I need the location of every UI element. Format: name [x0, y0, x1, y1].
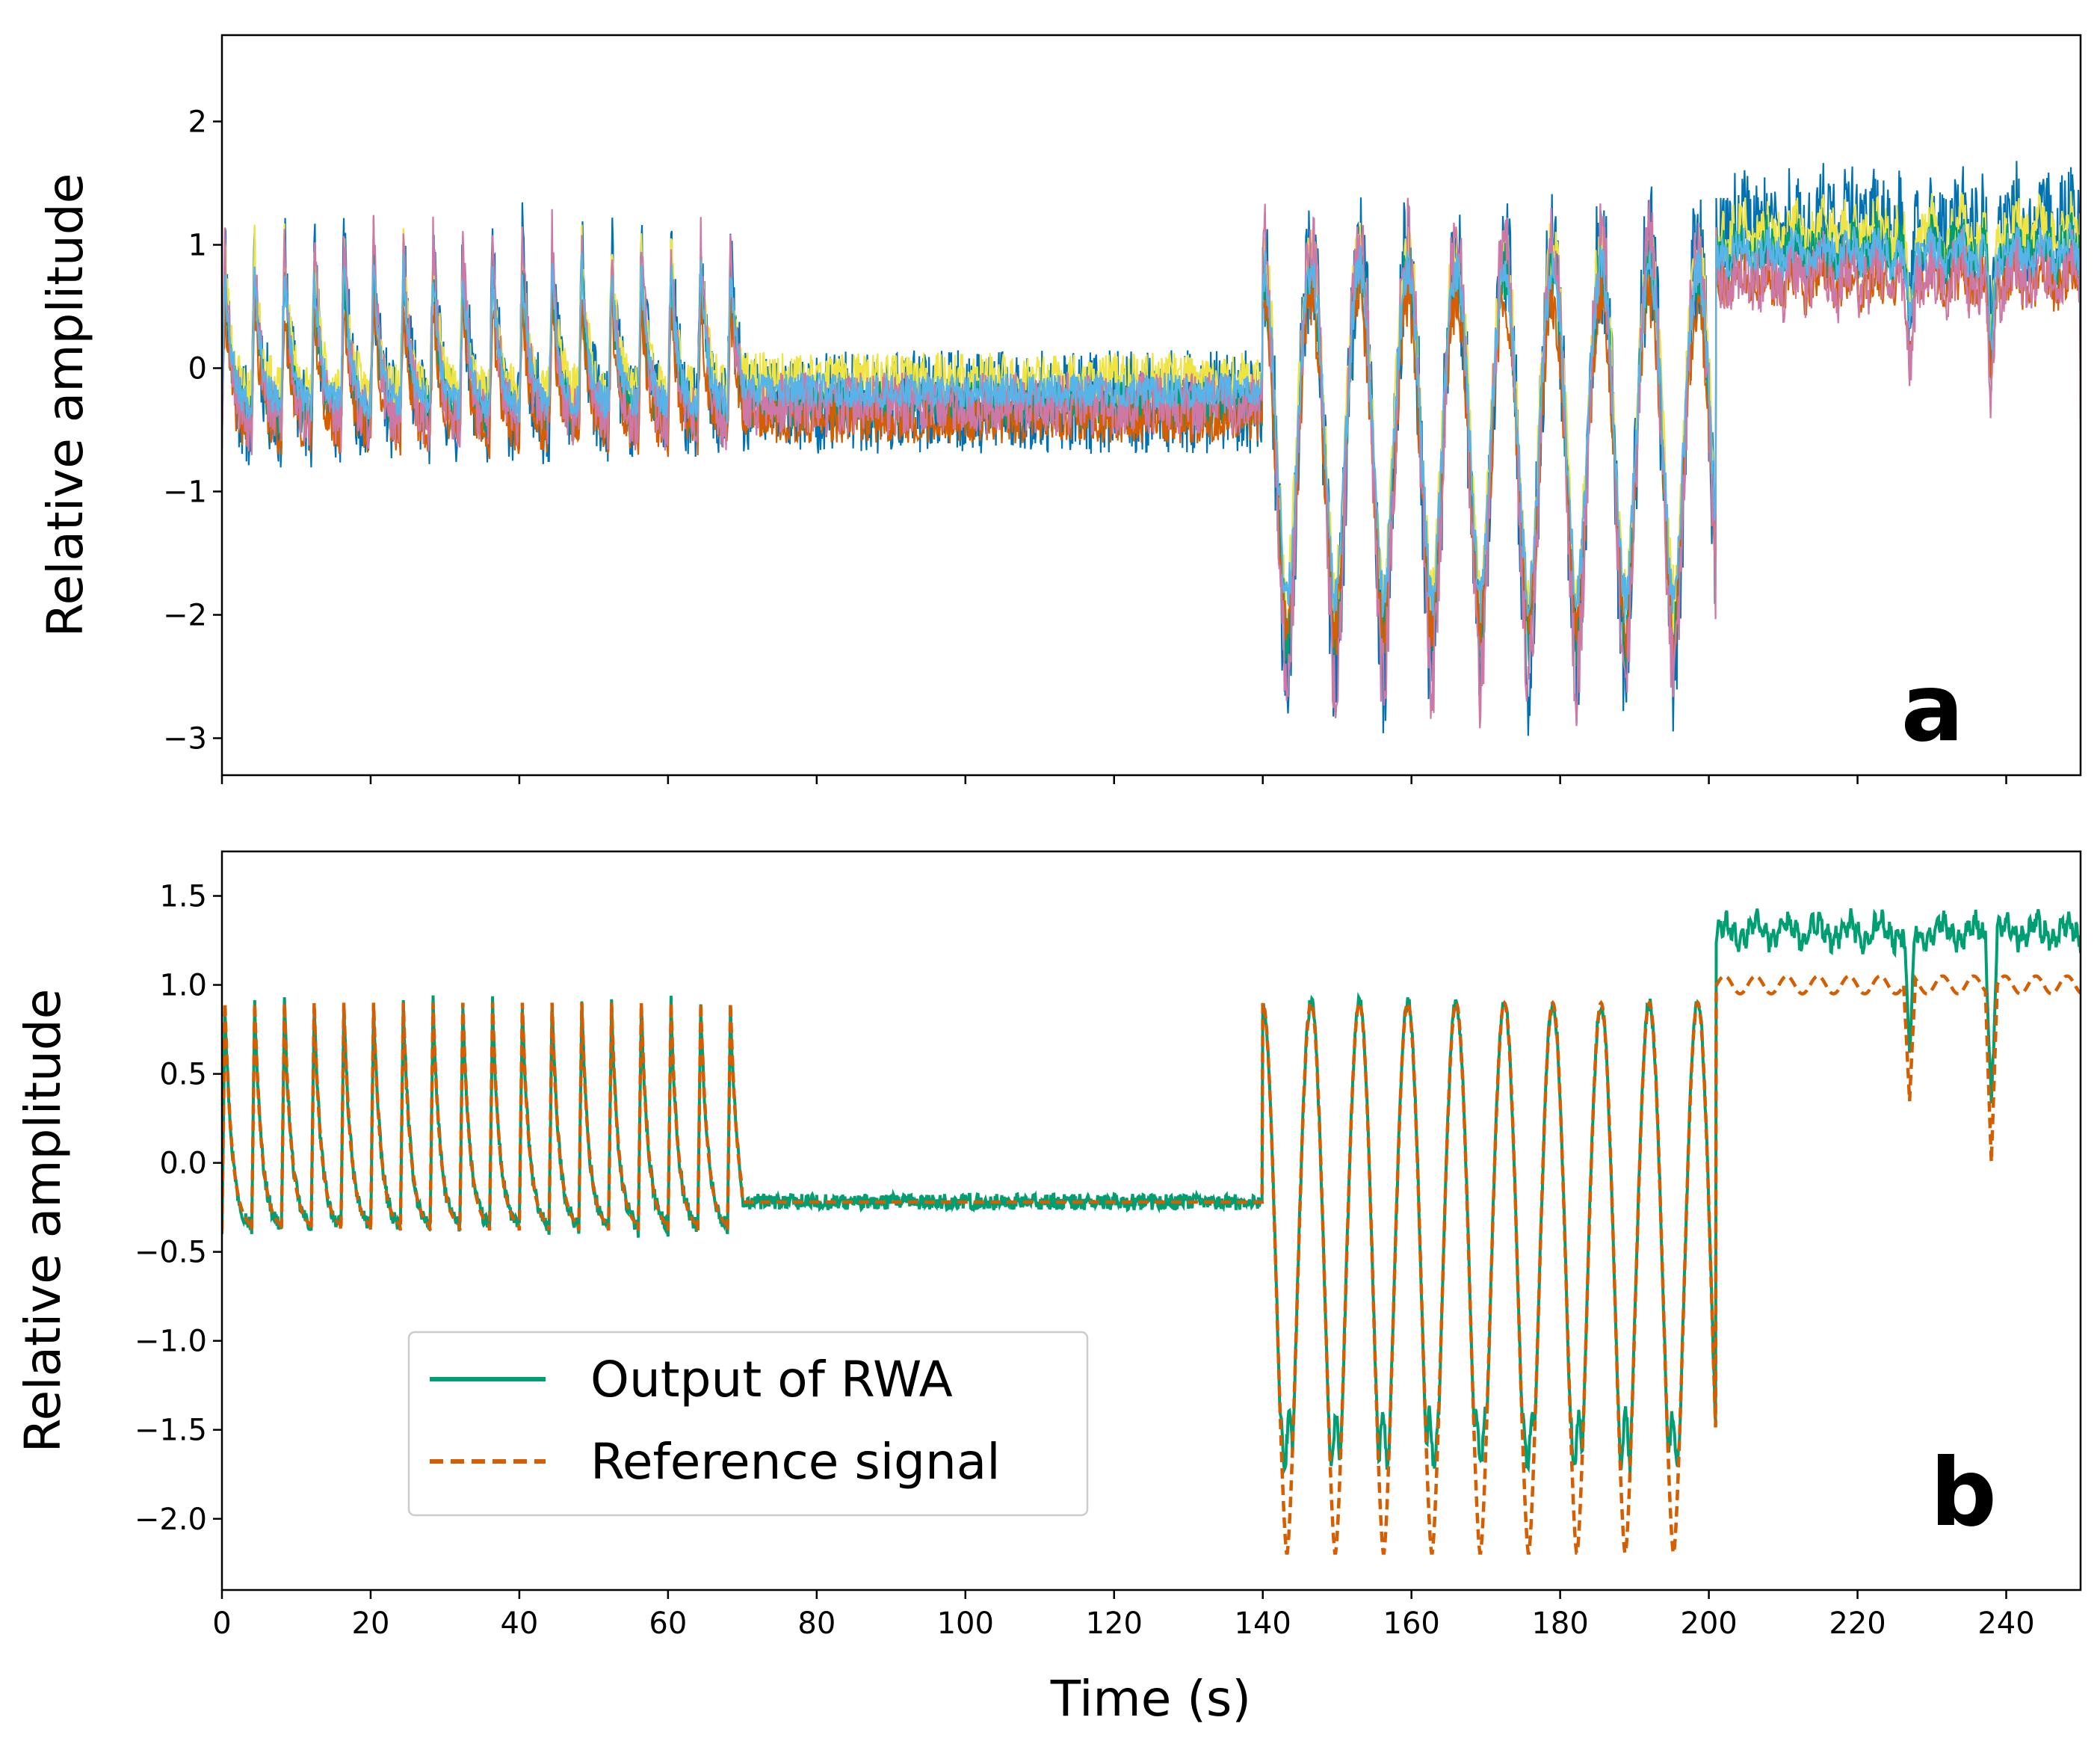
panel-b-axes: 0 20 40 60 80 100 120 140 160 180 200 220 240 −2.0 −1.… — [135, 880, 2035, 1641]
legend-label-reference: Reference signal — [590, 1433, 1001, 1491]
panel-a-frame — [220, 34, 2082, 777]
legend-label-rwa: Output of RWA — [590, 1351, 953, 1408]
y-tick-label: 0.5 — [159, 1058, 207, 1092]
y-tick-label: −3 — [163, 722, 207, 756]
legend: Output of RWA Reference signal — [407, 1331, 1089, 1517]
series-reference-signal — [222, 973, 2081, 1555]
x-tick-label: 0 — [212, 1606, 231, 1641]
series-channel-pink — [222, 197, 2081, 729]
x-tick-label: 240 — [1977, 1606, 2034, 1641]
series-channel-skyblue — [222, 222, 2081, 624]
y-tick-label: −1.5 — [135, 1414, 207, 1448]
y-tick-label: −0.5 — [135, 1236, 207, 1270]
y-tick-label: 1.5 — [159, 880, 207, 914]
x-tick-label: 200 — [1680, 1606, 1737, 1641]
series-channel-orange — [222, 248, 2081, 661]
x-tick-label: 220 — [1829, 1606, 1886, 1641]
x-tick-label: 100 — [937, 1606, 994, 1641]
x-tick-label: 180 — [1531, 1606, 1588, 1641]
y-tick-label: −2 — [163, 599, 207, 633]
panel-a-axes: −3 −2 −1 0 1 2 — [163, 105, 2007, 784]
panel-b-ylabel: Relative amplitude — [14, 989, 72, 1453]
x-tick-label: 120 — [1086, 1606, 1143, 1641]
x-axis-label: Time (s) — [1050, 1670, 1251, 1728]
x-tick-label: 60 — [649, 1606, 687, 1641]
panel-b: 0 20 40 60 80 100 120 140 160 180 200 220 240 −2.0 −1.… — [14, 850, 2082, 1641]
y-tick-label: 0 — [188, 352, 207, 386]
panel-b-frame — [220, 850, 2082, 1591]
panel-b-letter: b — [1930, 1439, 1997, 1547]
panel-a: −3 −2 −1 0 1 2 Relative amplitude a — [37, 34, 2082, 784]
panel-b-series — [222, 907, 2081, 1555]
x-tick-label: 160 — [1383, 1606, 1440, 1641]
panel-a-ylabel: Relative amplitude — [37, 173, 94, 638]
x-tick-label: 20 — [352, 1606, 390, 1641]
x-tick-label: 140 — [1235, 1606, 1291, 1641]
y-tick-label: 1 — [188, 229, 207, 263]
y-tick-label: 0.0 — [159, 1147, 207, 1181]
y-tick-label: 2 — [188, 105, 207, 140]
y-tick-label: −2.0 — [135, 1503, 207, 1537]
x-tick-label: 40 — [500, 1606, 538, 1641]
panel-a-series — [222, 161, 2081, 736]
y-tick-label: 1.0 — [159, 969, 207, 1003]
panel-a-letter: a — [1901, 654, 1964, 762]
x-tick-label: 80 — [797, 1606, 836, 1641]
legend-box — [407, 1331, 1089, 1517]
y-tick-label: −1 — [163, 475, 207, 510]
y-tick-label: −1.0 — [135, 1325, 207, 1359]
